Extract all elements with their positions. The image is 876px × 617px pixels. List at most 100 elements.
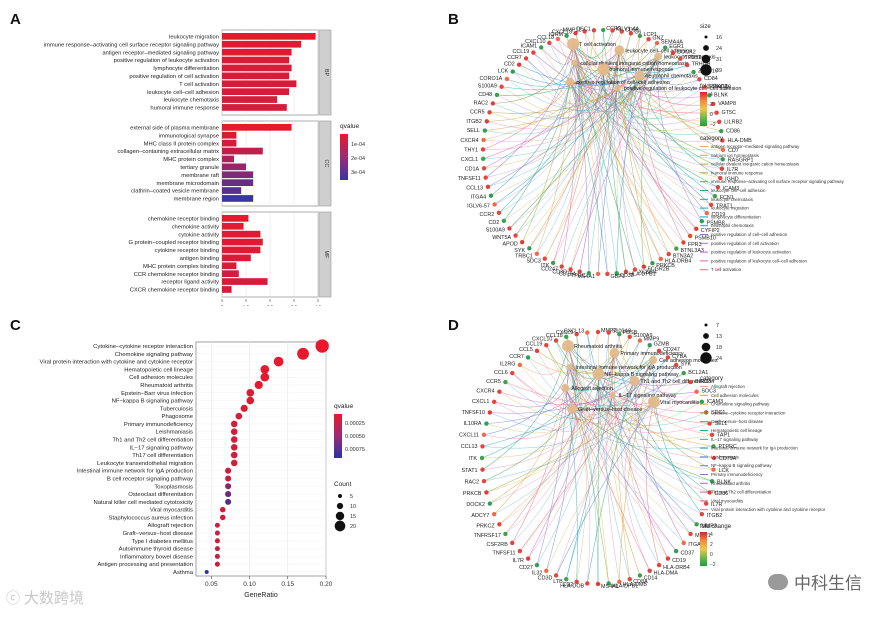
x-tick-label: 0.15: [281, 581, 294, 588]
gene-label: SYK: [514, 248, 525, 254]
bar: [222, 88, 289, 95]
legend-tick: 0.00050: [345, 434, 365, 440]
dot-label: Osteoclast differentiation: [128, 492, 193, 498]
bar: [222, 262, 236, 269]
dot: [231, 436, 238, 443]
category-legend-label: cellular divalent inorganic cation homeo…: [711, 162, 800, 167]
bar-label: positive regulation of cell activation: [129, 74, 219, 80]
gene-node: [592, 28, 596, 32]
network-edge: [528, 374, 598, 559]
gene-label: CCR7: [507, 55, 522, 61]
gene-label: THY1: [464, 147, 478, 153]
gene-label: PRKCZ: [476, 523, 495, 529]
category-node: [561, 384, 569, 392]
category-node: [649, 356, 657, 364]
gene-label: WNT5A: [492, 235, 511, 241]
category-legend-label: Intestinal immune network for IgA produc…: [711, 446, 798, 451]
category-legend-label: calcium ion homeostasis: [711, 153, 760, 158]
size-legend-label: 20: [350, 524, 356, 530]
gene-label: CD2: [563, 582, 574, 588]
dot-label: Cell adhesion molecules: [129, 375, 193, 381]
bar-label: immunological synapse: [159, 133, 219, 139]
gene-node: [503, 380, 507, 384]
gene-node: [520, 240, 524, 244]
bar-label: CCR chemokine receptor binding: [134, 272, 219, 278]
gene-node: [503, 532, 507, 536]
gene-label: TNFSF10: [462, 410, 485, 416]
category-legend-label: leukocyte chemotaxis: [711, 197, 754, 202]
gene-node: [585, 330, 589, 334]
bar: [222, 57, 289, 64]
gene-node: [688, 234, 692, 238]
gene-label: CCL13: [466, 185, 483, 191]
bar: [222, 148, 263, 155]
bar: [222, 270, 239, 277]
gene-label: IGLV6-57: [467, 203, 490, 209]
gene-node: [685, 63, 689, 67]
category-node-label: Allograft rejection: [571, 386, 613, 392]
gene-label: CXCL11: [459, 432, 479, 438]
category-node: [592, 368, 604, 380]
gene-label: CD2: [504, 61, 515, 67]
gene-node: [638, 573, 642, 577]
gene-node: [535, 563, 539, 567]
category-node: [614, 45, 624, 55]
gene-node: [482, 433, 486, 437]
gene-node: [499, 85, 503, 89]
fold-legend-tick: 4: [710, 92, 713, 98]
category-node: [566, 364, 572, 370]
gene-node: [497, 211, 501, 215]
category-legend-label: Primary immunodeficiency: [711, 472, 763, 477]
gene-node: [657, 563, 661, 567]
gene-node: [688, 380, 692, 384]
size-legend-dot: [702, 343, 711, 352]
bar: [222, 132, 236, 139]
dot-label: Asthma: [173, 570, 194, 576]
gene-label: ITGA4: [471, 194, 487, 200]
bar-label: immune response–activating cell surface …: [44, 42, 219, 48]
category-legend-label: Allograft rejection: [711, 384, 745, 389]
gene-node: [485, 119, 489, 123]
dot: [215, 546, 220, 551]
bar-label: antigen binding: [180, 256, 219, 262]
size-legend-label: 13: [716, 334, 722, 340]
bar: [222, 73, 289, 80]
bar-label: CXCR chemokine receptor binding: [130, 288, 219, 294]
category-node: [567, 404, 577, 414]
gene-node: [543, 257, 547, 261]
network-edge: [546, 409, 572, 571]
dot-label: Antigen processing and presentation: [97, 562, 193, 568]
bar-label: humoral immune response: [150, 106, 219, 112]
fold-legend-title: fold change: [700, 84, 732, 90]
dot: [225, 491, 231, 497]
category-legend-title: category: [700, 136, 723, 142]
bar: [222, 156, 234, 163]
gene-label: APOD: [503, 242, 518, 248]
gene-label: CD2: [488, 220, 499, 226]
dot-label: Chemokine signaling pathway: [115, 352, 193, 358]
category-legend-label: Hematopoietic cell lineage: [711, 428, 763, 433]
category-legend-label: positive regulation of cell activation: [711, 241, 779, 246]
gene-node: [505, 77, 509, 81]
gene-node: [554, 573, 558, 577]
category-legend-label: NF–kappa B signaling pathway: [711, 463, 772, 468]
gene-node: [535, 252, 539, 256]
size-legend-label: 24: [716, 46, 722, 52]
dot-label: Toxoplasmosis: [154, 484, 193, 490]
gene-label: LCK: [498, 68, 509, 74]
dot-label: Inflammatory bowel disease: [120, 554, 194, 560]
gene-node: [547, 41, 551, 45]
watermark-left: ⓒ 大数跨境: [6, 587, 84, 608]
category-legend-label: Leishmaniasis: [711, 454, 740, 459]
bar: [222, 255, 251, 262]
size-legend-dot: [700, 352, 711, 363]
gene-node: [480, 456, 484, 460]
gene-node: [617, 332, 621, 336]
x-tick-label: 0.10: [243, 581, 256, 588]
size-legend-label: 24: [716, 356, 722, 362]
network-edge: [556, 402, 654, 575]
size-legend-label: 10: [350, 504, 356, 510]
bar: [222, 41, 301, 48]
